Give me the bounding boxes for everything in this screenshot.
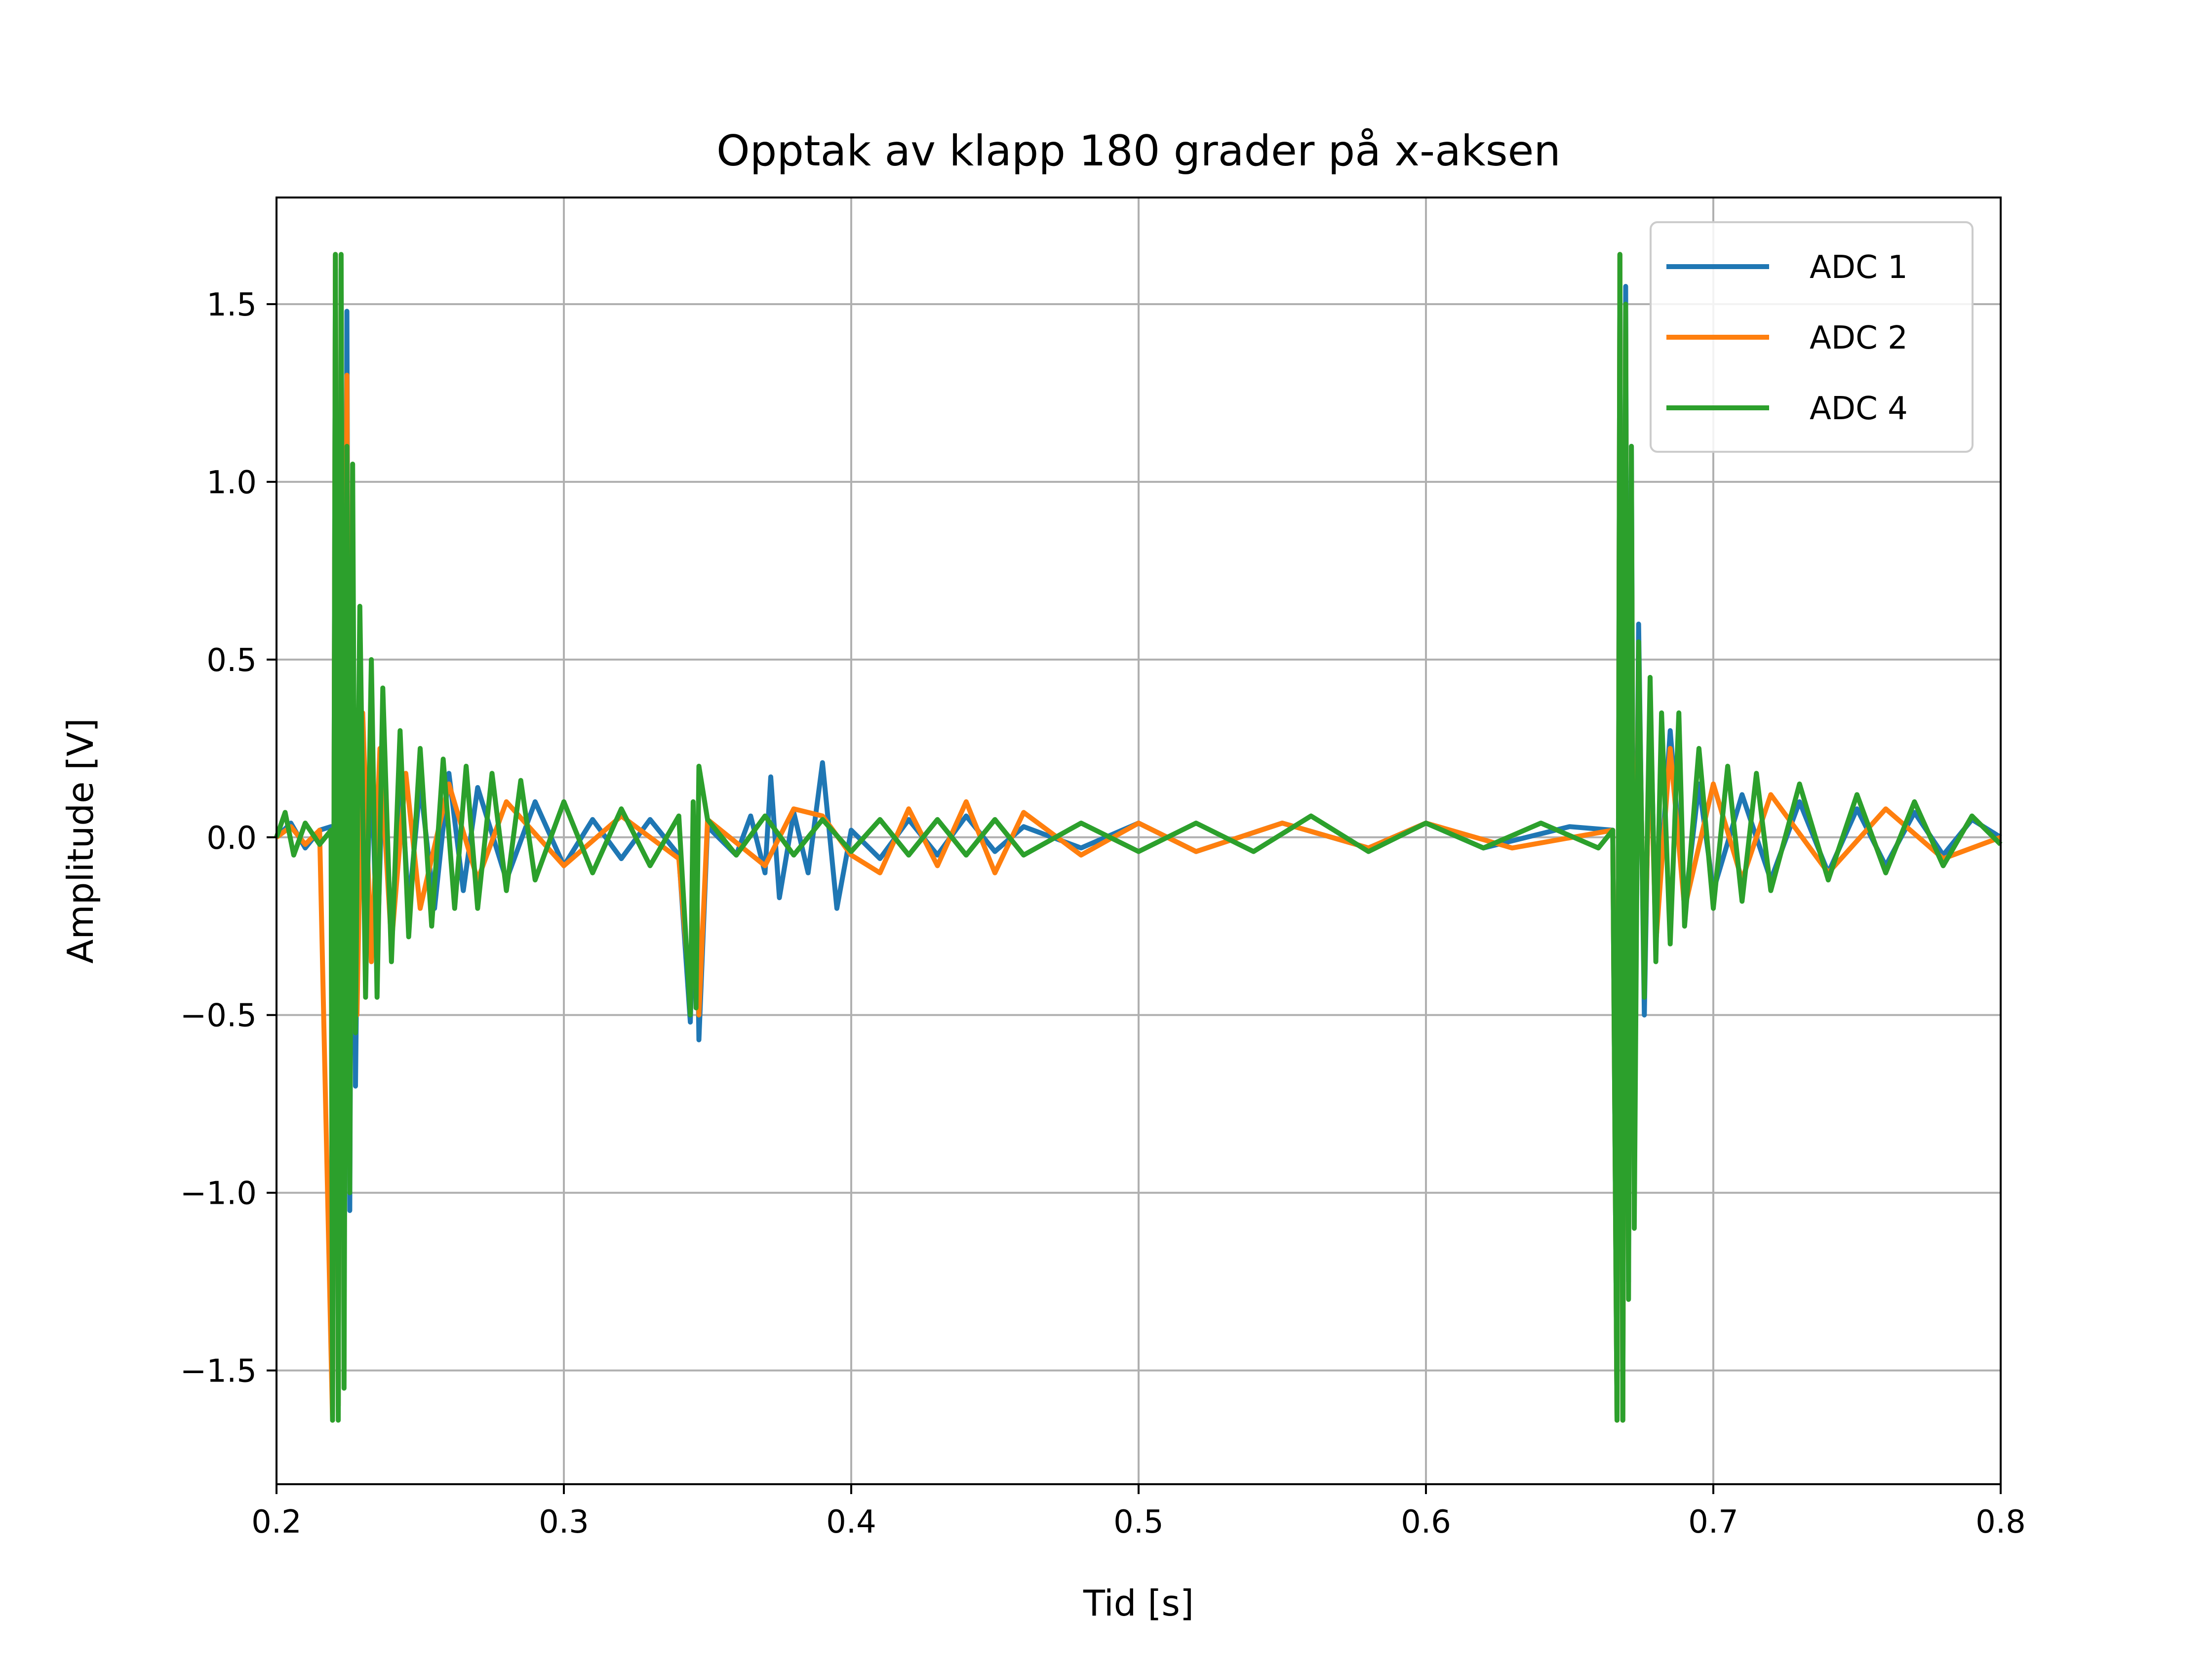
x-tick-label: 0.8	[1975, 1504, 2026, 1540]
chart-title: Opptak av klapp 180 grader på x-aksen	[716, 126, 1561, 176]
x-tick-label: 0.6	[1401, 1504, 1451, 1540]
y-tick-label: 0.0	[206, 820, 257, 857]
x-tick-label: 0.5	[1113, 1504, 1164, 1540]
x-axis-label: Tid [s]	[1083, 1582, 1194, 1624]
series-line-adc-4	[274, 252, 2003, 1423]
series-layer	[274, 252, 2003, 1423]
legend-box	[1650, 221, 1974, 453]
x-tick-label: 0.3	[539, 1504, 589, 1540]
x-tick-label: 0.2	[251, 1504, 302, 1540]
y-tick-label: 0.5	[206, 642, 257, 679]
legend-label: ADC 1	[1810, 249, 1908, 286]
x-ticks: 0.2 0.3 0.4 0.5 0.6 0.7 0.8	[251, 1484, 2026, 1540]
legend-label: ADC 4	[1810, 391, 1908, 427]
x-tick-label: 0.4	[826, 1504, 876, 1540]
y-tick-label: −0.5	[180, 998, 257, 1034]
y-tick-label: −1.0	[180, 1176, 257, 1212]
y-tick-label: −1.5	[180, 1353, 257, 1390]
legend-label: ADC 2	[1810, 320, 1908, 356]
x-tick-label: 0.7	[1688, 1504, 1738, 1540]
y-tick-label: 1.5	[206, 287, 257, 323]
legend: ADC 1 ADC 2 ADC 4	[1650, 221, 1974, 453]
y-ticks: −1.5 −1.0 −0.5 0.0 0.5 1.0 1.5	[180, 287, 276, 1390]
y-tick-label: 1.0	[206, 465, 257, 501]
y-axis-label: Amplitude [V]	[60, 718, 101, 963]
